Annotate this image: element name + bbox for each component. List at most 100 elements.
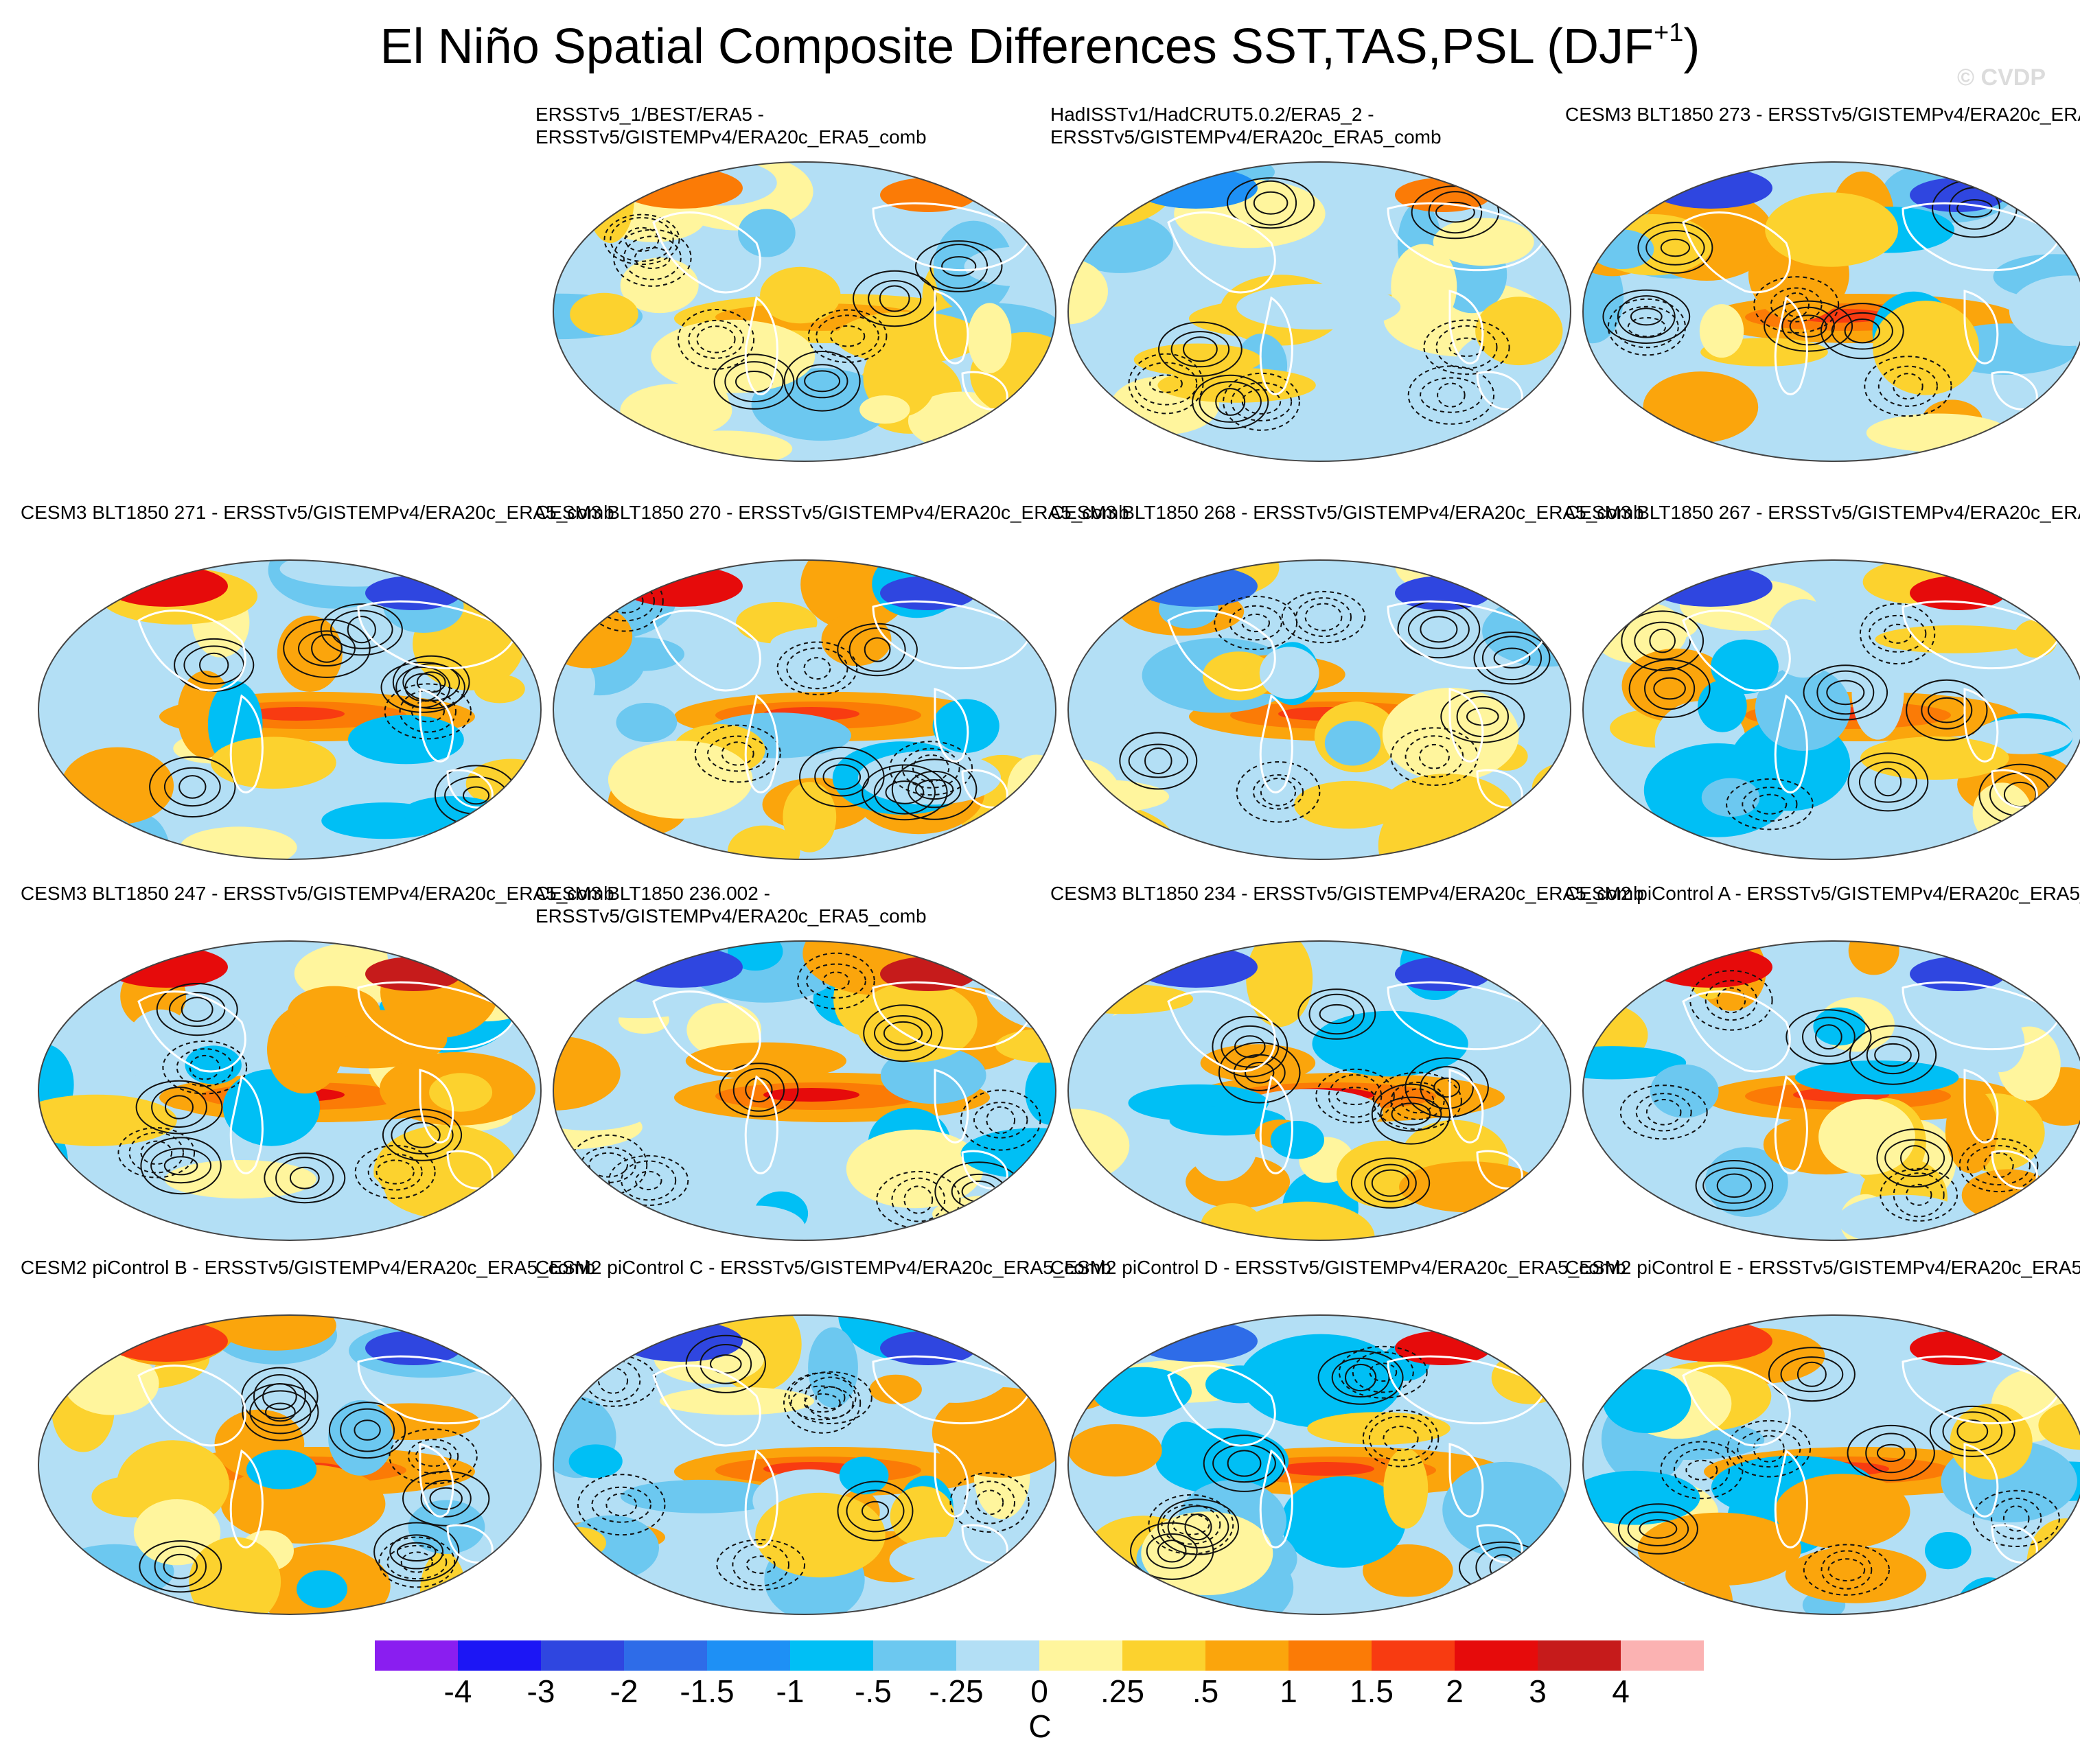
psl-contour — [140, 1140, 173, 1165]
psl-contour — [367, 1153, 423, 1191]
psl-contour — [1929, 1405, 2015, 1457]
psl-contour — [1420, 1066, 1474, 1109]
psl-contour — [1958, 1138, 2039, 1193]
map-border — [1582, 559, 2080, 860]
coastline — [1902, 600, 2062, 670]
panel-title: HadISSTv1/HadCRUT5.0.2/ERA5_2 - ERSSTv5/… — [1050, 104, 1442, 148]
colorbar-tick-label: -2 — [610, 1673, 638, 1709]
psl-contour — [1876, 1443, 1906, 1463]
psl-contour — [340, 1408, 395, 1452]
psl-contour — [1161, 1504, 1221, 1545]
map-border — [1067, 1314, 1571, 1615]
composite-map — [553, 1314, 1056, 1615]
psl-contour — [862, 764, 948, 821]
anomaly-region — [1324, 721, 1381, 766]
psl-contour — [1146, 1533, 1198, 1569]
anomaly-region — [932, 1386, 1056, 1478]
psl-contour — [382, 1109, 463, 1161]
psl-contour — [395, 666, 451, 708]
psl-contour — [420, 1479, 472, 1518]
anomaly-region — [839, 1457, 889, 1495]
anomaly-region — [553, 1527, 606, 1559]
map-panel: CESM2 piControl A - ERSSTv5/GISTEMPv4/ER… — [1565, 882, 2080, 1241]
panel-title: CESM3 BLT1850 268 - ERSSTv5/GISTEMPv4/ER… — [1050, 502, 1644, 523]
psl-contour — [242, 1383, 319, 1441]
anomaly-region — [1169, 1106, 1286, 1136]
anomaly-region — [1608, 1315, 1674, 1343]
psl-contour — [1119, 732, 1198, 790]
psl-contour — [1742, 787, 1798, 822]
anomaly-region — [1433, 218, 1534, 266]
psl-contour — [1803, 1544, 1890, 1596]
psl-contour — [1338, 1345, 1428, 1399]
anomaly-region — [619, 566, 743, 607]
coastline — [934, 1069, 969, 1144]
colorbar-tick-label: 4 — [1612, 1673, 1630, 1709]
psl-contour — [375, 1159, 415, 1185]
psl-contour — [140, 1137, 222, 1195]
psl-contour — [1317, 1350, 1404, 1405]
psl-contour — [1199, 381, 1262, 423]
anomaly-region — [1399, 1161, 1540, 1213]
coastline — [419, 688, 454, 763]
psl-contour — [1645, 1099, 1682, 1126]
psl-contour — [688, 319, 744, 359]
psl-contour — [973, 1102, 1028, 1139]
anomaly-region — [1848, 941, 1899, 975]
anomaly-region — [1590, 229, 1654, 269]
psl-contour — [1368, 1415, 1433, 1461]
psl-contour — [1315, 1068, 1395, 1124]
coastline — [744, 1449, 778, 1548]
psl-contour — [1428, 191, 1483, 234]
colorbar-tick-label: .25 — [1100, 1673, 1144, 1709]
psl-contour — [396, 1542, 437, 1562]
psl-contour — [786, 647, 848, 690]
panel-title: CESM3 BLT1850 236.002 - ERSSTv5/GISTEMPv… — [535, 883, 927, 927]
colorbar-tick-label: -1 — [776, 1673, 805, 1709]
psl-contour — [1831, 312, 1893, 350]
anomaly-region — [1068, 1424, 1162, 1477]
anomaly-region — [1134, 566, 1258, 607]
psl-contour — [960, 1089, 1041, 1151]
anomaly-region — [185, 1045, 242, 1084]
coastline — [652, 1365, 761, 1447]
anomaly-region — [297, 1570, 347, 1608]
coastline — [872, 600, 1032, 670]
composite-map — [38, 940, 542, 1241]
anomaly-region — [1236, 283, 1401, 330]
map-border — [38, 940, 542, 1241]
composite-map — [1582, 1314, 2080, 1615]
anomaly-region — [2004, 162, 2080, 202]
map-border — [553, 559, 1056, 860]
psl-contour — [807, 309, 888, 363]
psl-contour — [1400, 1088, 1435, 1114]
coastline — [357, 1355, 518, 1425]
psl-contour — [163, 1156, 198, 1176]
psl-contour — [901, 747, 960, 789]
coastline — [1774, 1075, 1808, 1174]
psl-contour — [151, 1087, 207, 1128]
map-border — [1067, 161, 1571, 462]
psl-contour — [404, 1122, 441, 1148]
psl-contour — [354, 1145, 436, 1199]
psl-contour — [903, 1185, 934, 1214]
coastline — [934, 290, 969, 364]
psl-contour — [328, 1402, 406, 1459]
anomaly-region — [1246, 941, 1313, 1028]
psl-contour — [1893, 1172, 1945, 1218]
psl-contour — [1383, 1426, 1419, 1452]
anomaly-region — [1442, 1461, 1569, 1558]
anomaly-region — [1699, 304, 1744, 358]
psl-contour — [1149, 374, 1183, 393]
coastline — [229, 1449, 264, 1548]
psl-contour — [1362, 1409, 1440, 1467]
composite-map — [553, 940, 1056, 1241]
psl-contour — [864, 637, 891, 662]
psl-contour — [1245, 1062, 1275, 1084]
psl-contour — [1331, 1358, 1390, 1397]
map-panel: CESM3 BLT1850 268 - ERSSTv5/GISTEMPv4/ER… — [1050, 501, 1644, 860]
colorbar-units: C — [1028, 1708, 1052, 1744]
psl-contour — [1644, 667, 1696, 710]
psl-contour — [178, 775, 207, 799]
psl-contour — [265, 1402, 296, 1422]
